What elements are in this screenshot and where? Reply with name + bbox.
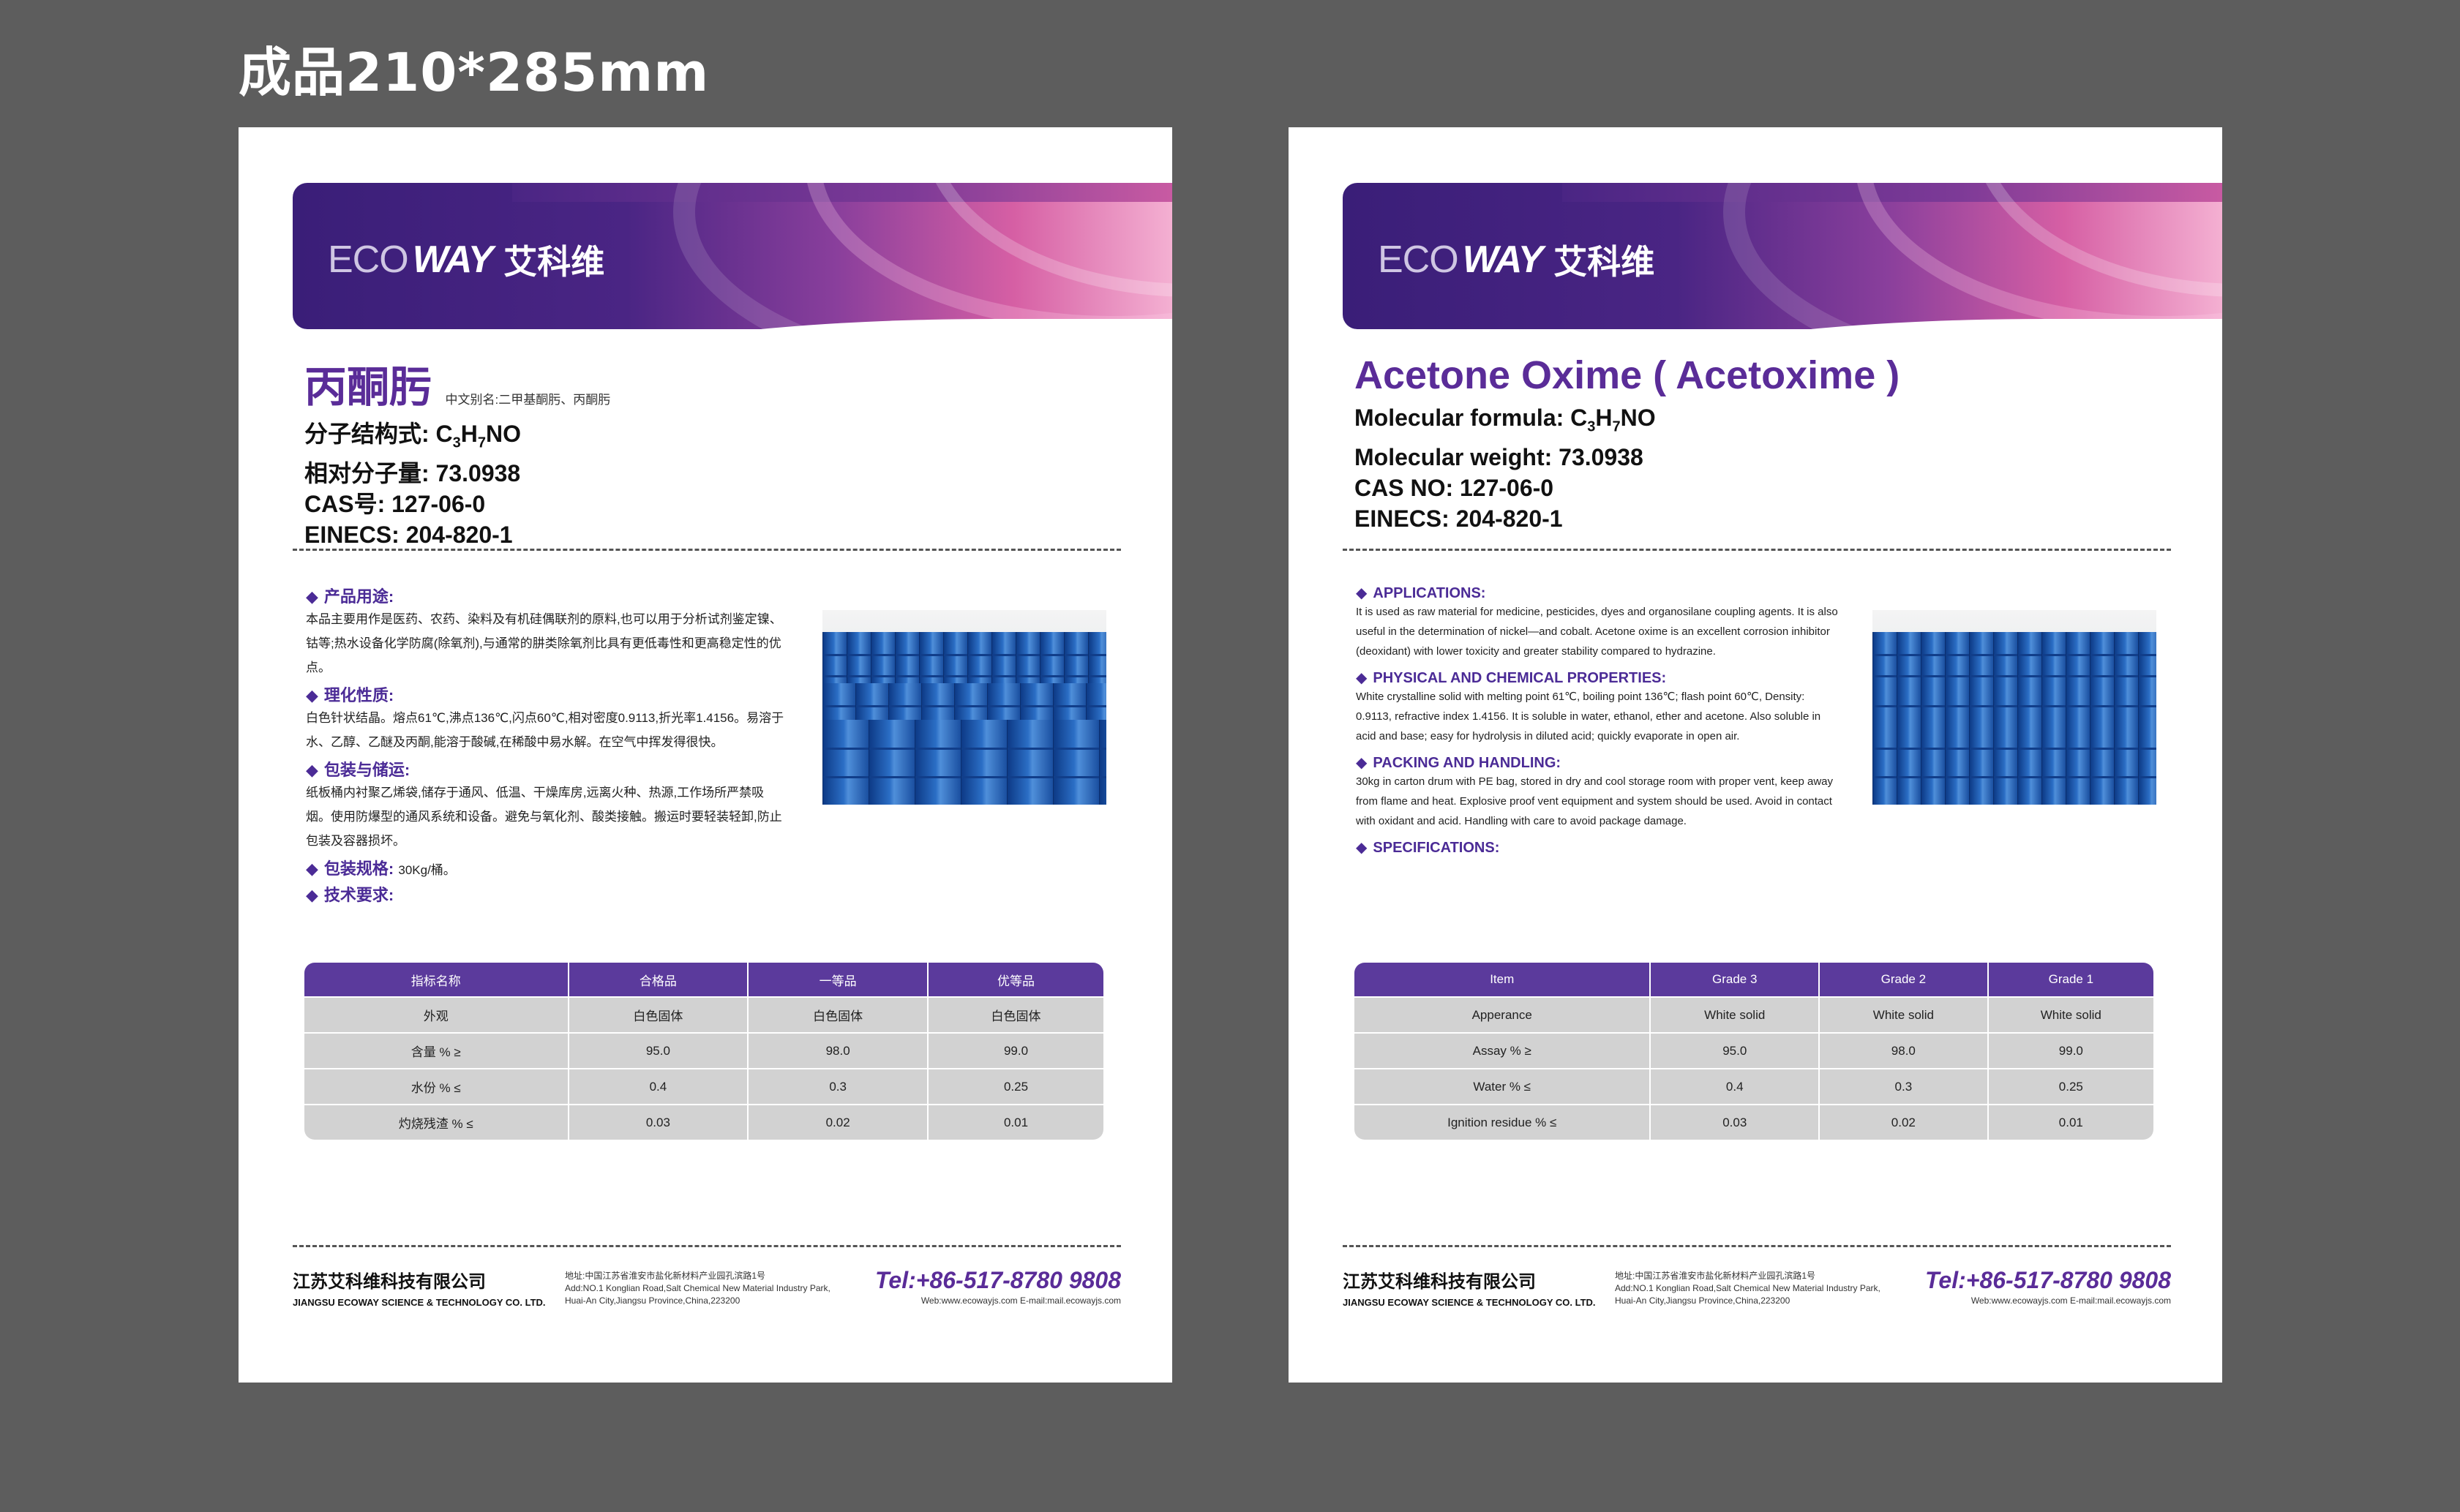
drum [1921, 720, 1945, 805]
section-heading: ◆ SPECIFICATIONS: [1356, 840, 1500, 856]
web-email: Web:www.ecowayjs.com E-mail:mail.ecowayj… [920, 1295, 1121, 1306]
drum [2017, 720, 2041, 805]
footer: 江苏艾科维科技有限公司 JIANGSU ECOWAY SCIENCE & TEC… [293, 1267, 1121, 1325]
drum [822, 720, 869, 805]
table-row: 外观 白色固体 白色固体 白色固体 [304, 996, 1103, 1032]
drum [961, 720, 1007, 805]
datasheet-chinese: ECO WAY 艾科维 丙酮肟 中文别名:二甲基酮肟、丙酮肟 分子结构式: C3H7… [239, 127, 1172, 1383]
drum-row-front [1872, 720, 2156, 805]
drum [2138, 720, 2156, 805]
formula-line: Molecular formula: C3H7NO [1354, 405, 1656, 435]
drum [915, 720, 961, 805]
drum-row-front [822, 720, 1106, 805]
table-row: 灼烧残渣 % ≤0.03 0.02 0.01 [304, 1104, 1103, 1140]
company-name-en: JIANGSU ECOWAY SCIENCE & TECHNOLOGY CO. … [293, 1297, 546, 1308]
ecoway-logo: ECO WAY 艾科维 [328, 238, 605, 281]
divider [1343, 549, 2171, 551]
product-title: Acetone Oxime ( Acetoxime ) [1354, 353, 1900, 397]
section-heading: ◆ PACKING AND HANDLING: [1356, 755, 1561, 771]
table-row: Apperance White solid White solid White sol… [1354, 996, 2153, 1032]
section-text: It is used as raw material for medicine,… [1356, 606, 1838, 658]
table-row: 含量 % ≥95.0 98.0 99.0 [304, 1032, 1103, 1068]
company-address: 地址:中国江苏省淮安市盐化新材料产业园孔滨路1号 Add:NO.1 Kongli… [565, 1271, 830, 1306]
table-header: Item [1354, 963, 1651, 996]
drum [2090, 720, 2114, 805]
table-header: Grade 2 [1820, 963, 1989, 996]
drum [2066, 720, 2090, 805]
drum [2041, 720, 2066, 805]
drum [1969, 720, 1993, 805]
section-heading: ◆ PHYSICAL AND CHEMICAL PROPERTIES: [1356, 670, 1667, 686]
drum [1897, 720, 1921, 805]
description-sections: ◆ 产品用途: 本品主要用作是医药、农药、染料及有机硅偶联剂的原料,也可以用于分析… [306, 581, 789, 906]
table-header: 合格品 [569, 963, 749, 996]
table-row: Water % ≤0.4 0.3 0.25 [1354, 1068, 2153, 1104]
table-header: Grade 1 [1988, 963, 2153, 996]
section-heading: ◆ 产品用途: [306, 587, 394, 606]
section-text: 30kg in carton drum with PE bag, stored … [1356, 775, 1834, 827]
product-alias: 中文别名:二甲基酮肟、丙酮肟 [445, 393, 611, 407]
phone-number: Tel:+86-517-8780 9808 [1925, 1267, 2171, 1293]
product-header: Acetone Oxime ( Acetoxime ) Molecular fo… [1354, 353, 2178, 534]
company-name-en: JIANGSU ECOWAY SCIENCE & TECHNOLOGY CO. … [1343, 1297, 1596, 1308]
section-text: 白色针状结晶。熔点61℃,沸点136℃,闪点60℃,相对密度0.9113,折光率… [306, 711, 784, 749]
table-row: 水份 % ≤0.4 0.3 0.25 [304, 1068, 1103, 1104]
section-heading: ◆ 技术要求: [306, 886, 394, 904]
divider [293, 549, 1121, 551]
drum [1872, 720, 1897, 805]
footer-divider [293, 1245, 1121, 1247]
weight-line: Molecular weight: 73.0938 [1354, 444, 1643, 471]
description-sections: ◆ APPLICATIONS: It is used as raw materia… [1356, 581, 1839, 857]
section-heading: ◆ 包装规格: 30Kg/桶。 [306, 860, 456, 878]
header-banner: ECO WAY 艾科维 [1343, 183, 2222, 329]
einecs-line: EINECS: 204-820-1 [304, 522, 513, 549]
table-row: Assay % ≥95.0 98.0 99.0 [1354, 1032, 2153, 1068]
drum-warehouse-photo [1872, 610, 2156, 805]
weight-line: 相对分子量: 73.0938 [304, 460, 521, 487]
spec-table: 指标名称 合格品 一等品 优等品 外观 白色固体 白色固体 白色固体 含量 % ≥95… [304, 963, 1103, 1140]
einecs-line: EINECS: 204-820-1 [1354, 505, 1563, 533]
product-title: 丙酮肟 [304, 364, 432, 411]
drum [2114, 720, 2138, 805]
company-name-cn: 江苏艾科维科技有限公司 [293, 1272, 486, 1292]
table-header: 优等品 [929, 963, 1103, 996]
page-size-label: 成品210*285mm [239, 42, 710, 103]
section-heading: ◆ APPLICATIONS: [1356, 585, 1486, 601]
section-text: 本品主要用作是医药、农药、染料及有机硅偶联剂的原料,也可以用于分析试剂鉴定镍、钴… [306, 612, 782, 674]
section-text: 纸板桶内衬聚乙烯袋,储存于通风、低温、干燥库房,远离火种、热源,工作场所严禁吸烟… [306, 786, 782, 848]
table-header: 一等品 [749, 963, 929, 996]
web-email: Web:www.ecowayjs.com E-mail:mail.ecowayj… [1970, 1295, 2171, 1306]
spec-table: Item Grade 3 Grade 2 Grade 1 Apperance Wh… [1354, 963, 2153, 1140]
cas-line: CAS NO: 127-06-0 [1354, 475, 1554, 502]
phone-number: Tel:+86-517-8780 9808 [875, 1267, 1121, 1293]
drum [869, 720, 915, 805]
company-name-cn: 江苏艾科维科技有限公司 [1343, 1272, 1536, 1292]
section-text: White crystalline solid with melting poi… [1356, 691, 1821, 742]
drum [1945, 720, 1969, 805]
table-header: Grade 3 [1651, 963, 1820, 996]
cas-line: CAS号: 127-06-0 [304, 491, 486, 518]
section-heading: ◆ 理化性质: [306, 686, 394, 704]
company-address: 地址:中国江苏省淮安市盐化新材料产业园孔滨路1号 Add:NO.1 Kongli… [1615, 1271, 1880, 1306]
table-row: Ignition residue % ≤0.03 0.02 0.01 [1354, 1104, 2153, 1140]
datasheet-english: ECO WAY 艾科维 Acetone Oxime ( Acetoxime ) Mo… [1289, 127, 2222, 1383]
product-header: 丙酮肟 中文别名:二甲基酮肟、丙酮肟 分子结构式: C3H7NO 相对分子量: … [304, 353, 1128, 550]
section-heading: ◆ 包装与储运: [306, 761, 410, 779]
drum [1099, 720, 1106, 805]
drum [1993, 720, 2017, 805]
ecoway-logo: ECO WAY 艾科维 [1378, 238, 1655, 281]
footer-divider [1343, 1245, 2171, 1247]
footer: 江苏艾科维科技有限公司 JIANGSU ECOWAY SCIENCE & TEC… [1343, 1267, 2171, 1325]
drum [1053, 720, 1099, 805]
drum [1007, 720, 1053, 805]
table-header: 指标名称 [304, 963, 569, 996]
drum-warehouse-photo [822, 610, 1106, 805]
formula-line: 分子结构式: C3H7NO [304, 421, 522, 451]
header-banner: ECO WAY 艾科维 [293, 183, 1172, 329]
